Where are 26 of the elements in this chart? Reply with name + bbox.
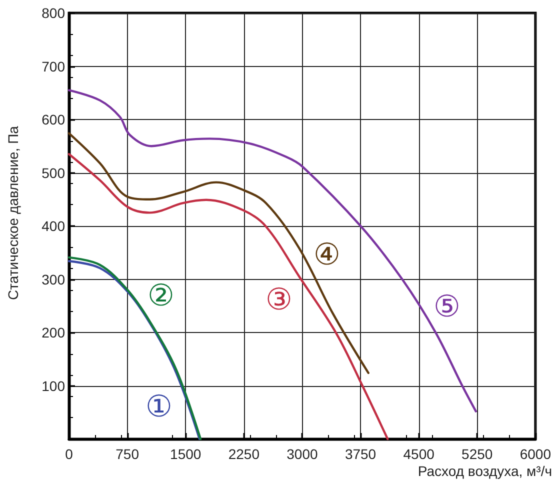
x-tick-label: 5250 — [462, 446, 493, 462]
annotation: ③ — [266, 284, 292, 316]
y-tick-label: 500 — [42, 164, 66, 181]
x-tick-label: 0 — [65, 446, 74, 462]
x-tick-label: 3000 — [286, 446, 318, 462]
y-tick-label: 400 — [42, 218, 66, 234]
x-tick-label: 750 — [116, 446, 140, 462]
annotation: ⑤ — [434, 290, 460, 324]
y-tick-label: 200 — [42, 324, 66, 340]
x-tick-label: 6000 — [520, 446, 552, 462]
x-axis-title: Расход воздуха, м³/ч — [418, 463, 552, 479]
x-tick-label: 3750 — [344, 446, 376, 462]
y-tick-label: 600 — [42, 112, 66, 128]
y-tick-label: 800 — [42, 5, 66, 21]
y-tick-label: 300 — [42, 271, 66, 288]
y-axis-title: Статическое давление, Па — [5, 126, 21, 300]
x-tick-label: 4500 — [403, 446, 435, 462]
annotation: ① — [146, 390, 172, 424]
x-tick-label: 2250 — [228, 446, 260, 462]
y-tick-label: 700 — [42, 58, 66, 74]
annotation: ② — [148, 280, 174, 312]
annotation: ④ — [314, 238, 340, 272]
line-series — [68, 132, 370, 374]
line-series — [68, 153, 389, 440]
x-tick-label: 1500 — [170, 446, 202, 462]
y-tick-label: 100 — [42, 378, 66, 394]
